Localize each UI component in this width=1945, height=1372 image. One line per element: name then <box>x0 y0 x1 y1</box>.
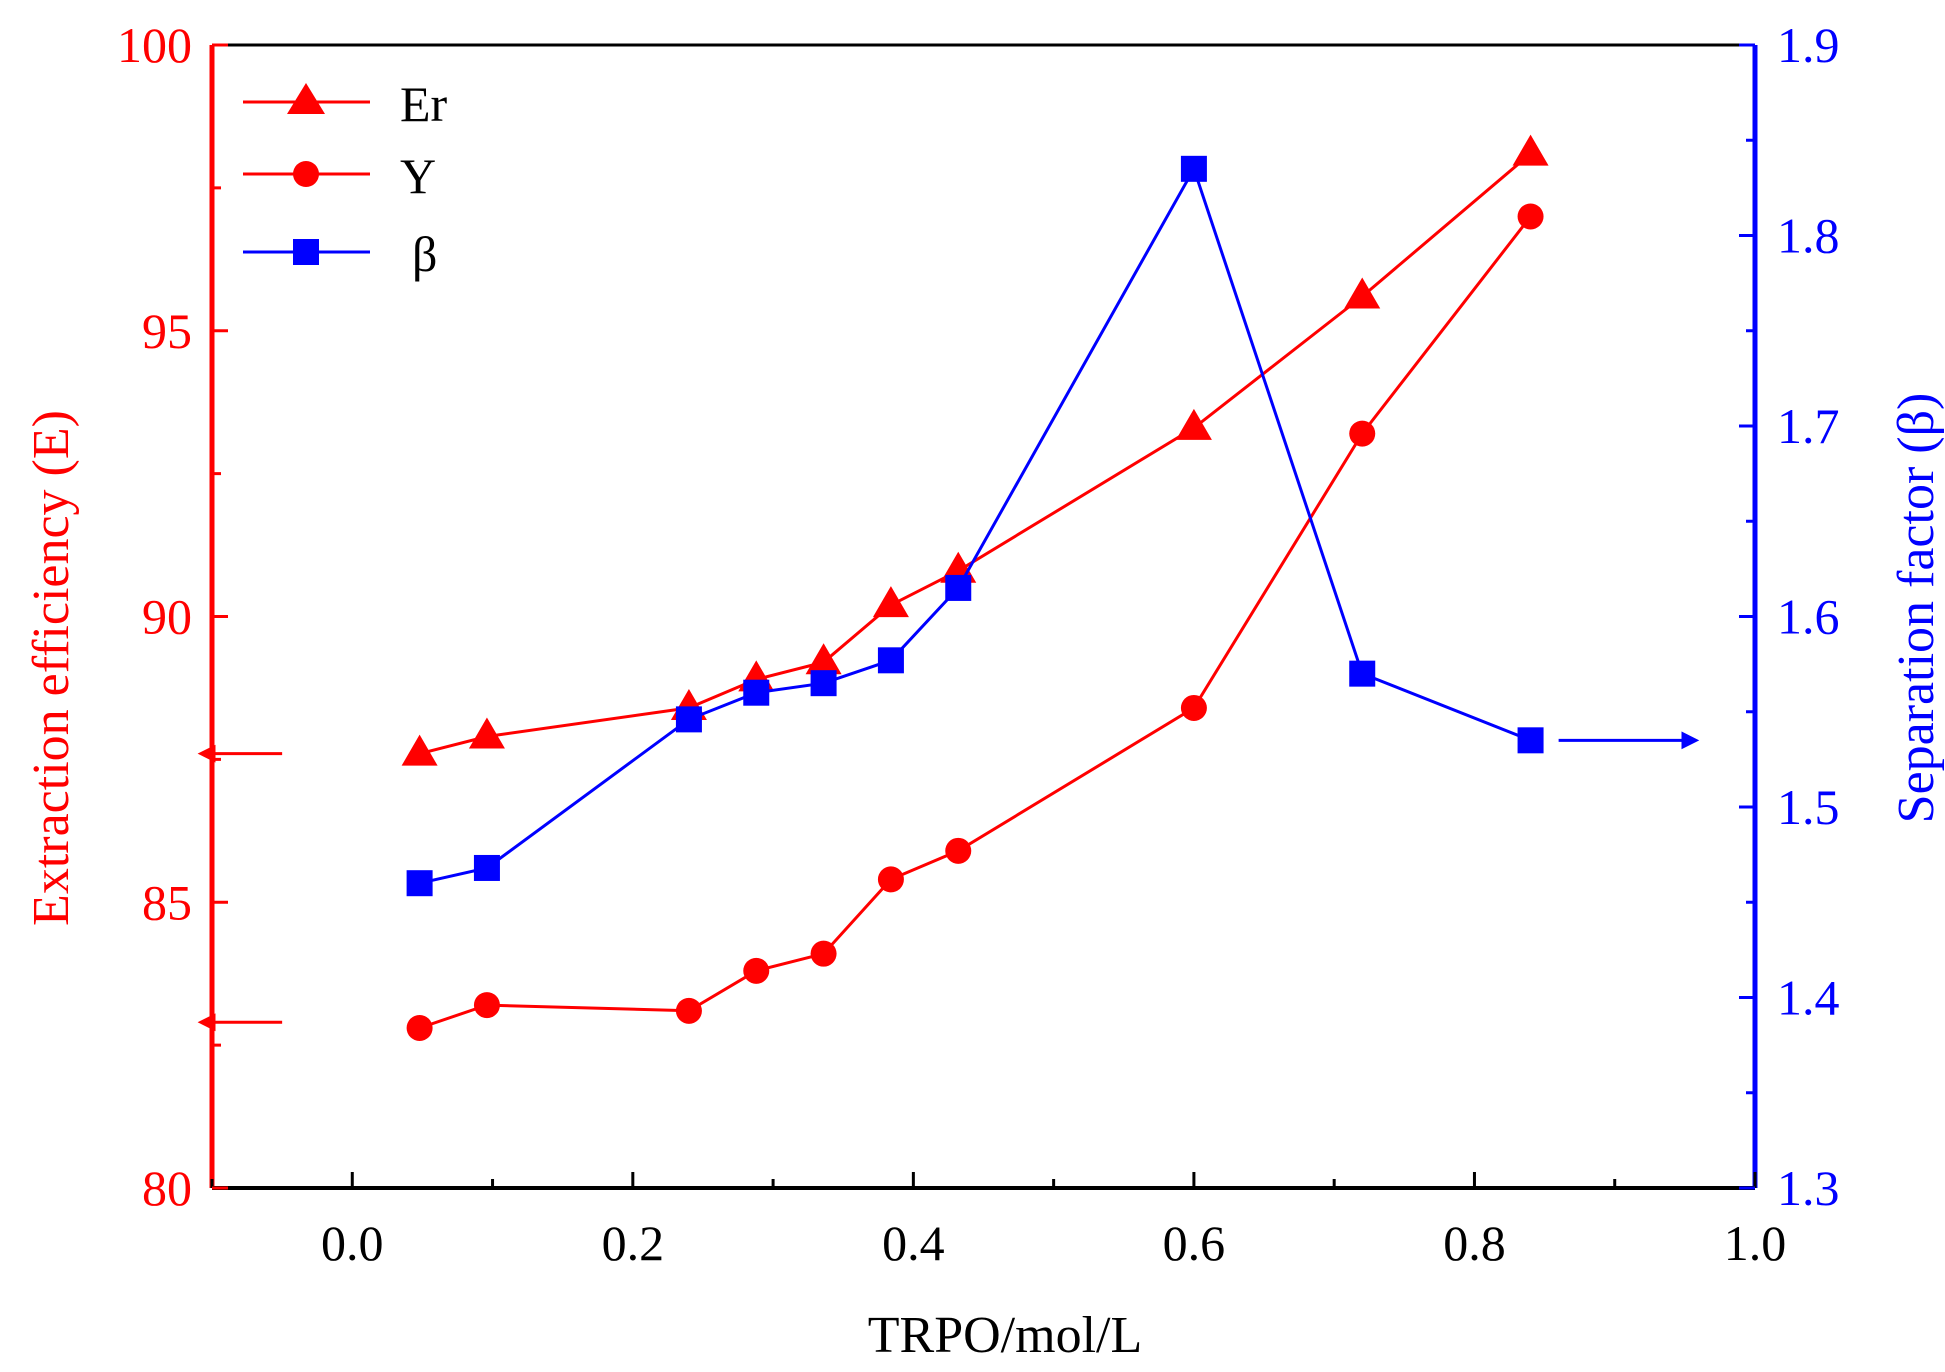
series-line-y <box>419 215 1532 1030</box>
legend-item-y: Y <box>243 148 436 204</box>
y-left-tick-label: 80 <box>142 1160 192 1216</box>
data-point-er <box>805 643 842 675</box>
series-line-beta <box>419 165 1532 885</box>
y-right-tick-label: 1.7 <box>1777 398 1840 454</box>
data-point-beta <box>1180 155 1207 182</box>
legend-item-er: Er <box>243 76 448 132</box>
data-point-er <box>1175 408 1212 440</box>
data-point-y <box>945 837 972 864</box>
y-right-tick-label: 1.3 <box>1777 1160 1840 1216</box>
data-point-beta <box>810 670 837 697</box>
y-right-tick-label: 1.6 <box>1777 589 1840 645</box>
annotation-layer <box>197 731 1700 1032</box>
data-point-beta <box>945 574 972 601</box>
data-point-er <box>872 586 909 618</box>
data-point-y <box>675 997 702 1024</box>
data-point-er <box>401 734 438 766</box>
x-tick-label: 0.6 <box>1163 1215 1226 1271</box>
data-point-beta <box>743 679 770 706</box>
data-point-beta <box>877 647 904 674</box>
y-left-tick-label: 90 <box>142 589 192 645</box>
data-point-y <box>810 940 837 967</box>
x-tick-label: 0.4 <box>882 1215 945 1271</box>
axes: 0.0 0.2 0.4 0.6 0.8 1.0 80 85 90 95 100 1.3 1.4 1.5 1.… <box>117 17 1840 1271</box>
data-point-y <box>1180 694 1207 721</box>
data-point-y <box>1517 203 1544 230</box>
legend: Er Y β <box>243 76 448 282</box>
y-left-tick-label: 95 <box>142 303 192 359</box>
data-point-beta <box>1349 660 1376 687</box>
data-point-beta <box>406 870 433 897</box>
data-point-y <box>1349 420 1376 447</box>
legend-label-beta: β <box>412 226 437 282</box>
y-right-tick-label: 1.5 <box>1777 779 1840 835</box>
legend-marker-y <box>293 161 319 187</box>
data-point-beta <box>675 706 702 733</box>
y-left-tick-label: 85 <box>142 874 192 930</box>
data-point-beta <box>473 854 500 881</box>
legend-item-beta: β <box>243 226 437 282</box>
y-right-axis-title: Separation factor (β) <box>1888 393 1945 824</box>
legend-label-er: Er <box>400 76 448 132</box>
series-er <box>401 134 1549 766</box>
y-right-tick-label: 1.9 <box>1777 17 1840 73</box>
x-tick-label: 0.2 <box>602 1215 665 1271</box>
legend-marker-er <box>287 83 325 114</box>
data-point-y <box>877 866 904 893</box>
y-right-tick-label: 1.4 <box>1777 970 1840 1026</box>
x-tick-label: 1.0 <box>1724 1215 1787 1271</box>
legend-marker-beta <box>293 239 319 265</box>
data-point-er <box>468 717 505 749</box>
legend-label-y: Y <box>400 148 436 204</box>
data-point-y <box>743 957 770 984</box>
data-point-er <box>1512 134 1549 166</box>
x-axis-title: TRPO/mol/L <box>868 1307 1142 1364</box>
data-point-y <box>406 1014 433 1041</box>
series-line-er <box>419 152 1532 756</box>
series-layer <box>401 134 1549 1041</box>
x-tick-label: 0.0 <box>321 1215 384 1271</box>
y-left-axis-title: Extraction efficiency (E) <box>23 410 80 926</box>
x-tick-label: 0.8 <box>1443 1215 1506 1271</box>
y-left-tick-label: 100 <box>117 17 192 73</box>
data-point-er <box>1344 277 1381 309</box>
data-point-y <box>473 992 500 1019</box>
y-right-tick-label: 1.8 <box>1777 208 1840 264</box>
data-point-beta <box>1517 727 1544 754</box>
series-beta <box>406 155 1544 897</box>
series-y <box>406 203 1544 1041</box>
